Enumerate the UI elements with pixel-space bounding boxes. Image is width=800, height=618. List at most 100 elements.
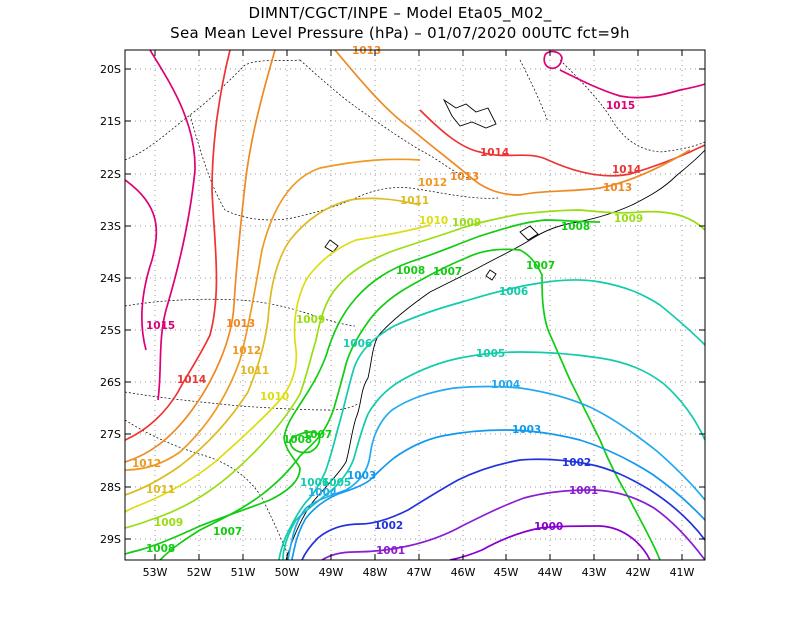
contour-label: 1009: [452, 217, 481, 229]
lon-ticks: [154, 50, 683, 560]
contour-label: 1008: [283, 434, 312, 446]
contour-label: 1008: [561, 221, 590, 233]
lat-label: 23S: [100, 220, 121, 233]
isobar-1011: [125, 197, 421, 496]
contour-label: 1006: [300, 477, 329, 489]
isobar-1004: [287, 385, 705, 560]
contour-label: 1010: [260, 391, 289, 403]
contour-label: 1015: [606, 100, 635, 112]
state-borders: [125, 59, 705, 560]
contour-label: 1013: [352, 45, 381, 57]
contour-label: 1001: [569, 485, 598, 497]
lat-label: 29S: [100, 533, 121, 546]
isobar-1014-b: [419, 109, 705, 177]
contour-label: 1006: [343, 338, 372, 350]
lat-labels: 20S 21S 22S 23S 24S 25S 26S 27S 28S 29S: [100, 63, 121, 546]
isobar-1015-d: [559, 69, 705, 99]
lat-label: 27S: [100, 428, 121, 441]
isobar-1007-c: [289, 431, 321, 454]
map-frame: [124, 49, 706, 561]
contour-label: 1015: [146, 320, 175, 332]
lon-label: 50W: [275, 566, 300, 579]
contour-label: 1009: [154, 517, 183, 529]
lon-label: 46W: [451, 566, 476, 579]
lat-ticks: [125, 68, 705, 540]
contour-label: 1006: [499, 286, 528, 298]
contour-label: 1008: [146, 543, 175, 555]
contour-label: 1002: [374, 520, 403, 532]
lon-label: 41W: [670, 566, 695, 579]
lon-labels: 53W 52W 51W 50W 49W 48W 47W 46W 45W 44W …: [143, 566, 695, 579]
contour-label: 1009: [614, 213, 643, 225]
isobar-1000: [449, 525, 651, 560]
lon-label: 48W: [363, 566, 388, 579]
isobar-1007-a: [299, 248, 661, 560]
contour-label: 1003: [512, 424, 541, 436]
lat-label: 20S: [100, 63, 121, 76]
isobar-1013-a: [125, 50, 276, 463]
isobar-1012: [125, 158, 421, 471]
isobar-1006: [278, 279, 705, 560]
contour-label: 1007: [303, 429, 332, 441]
contour-label: 1008: [396, 265, 425, 277]
contour-label: 1014: [612, 164, 641, 176]
lon-label: 44W: [538, 566, 563, 579]
contour-label: 1012: [132, 458, 161, 470]
lon-label: 43W: [582, 566, 607, 579]
lon-label: 52W: [187, 566, 212, 579]
isobar-1015-a: [149, 50, 196, 401]
contour-labels: 1015 1015 1014 1014 1014 1013 1013 1013 …: [132, 45, 643, 557]
contour-label: 1012: [232, 345, 261, 357]
lon-label: 42W: [626, 566, 651, 579]
coastline: [285, 98, 705, 560]
contour-label: 1011: [146, 484, 175, 496]
isobar-1008: [125, 219, 601, 555]
lat-label: 24S: [100, 272, 121, 285]
contour-label: 1007: [526, 260, 555, 272]
contour-label: 1010: [419, 215, 448, 227]
contour-label: 1011: [400, 195, 429, 207]
isobar-1003: [291, 429, 705, 560]
map-grid: [125, 50, 705, 560]
lon-label: 51W: [231, 566, 256, 579]
chart-subtitle: Sea Mean Level Pressure (hPa) – 01/07/20…: [170, 24, 630, 42]
contour-label: 1001: [376, 545, 405, 557]
contour-label: 1007: [213, 526, 242, 538]
contour-label: 1007: [433, 266, 462, 278]
contour-label: 1012: [418, 177, 447, 189]
contour-label: 1013: [226, 318, 255, 330]
contour-label: 1009: [296, 314, 325, 326]
isobar-1005: [282, 351, 705, 560]
lat-label: 28S: [100, 481, 121, 494]
contour-label: 1013: [450, 171, 479, 183]
contour-label: 1013: [603, 182, 632, 194]
contour-label: 1003: [347, 470, 376, 482]
contour-label: 1004: [308, 487, 337, 499]
isobar-1002: [301, 458, 705, 560]
isobar-1013-b: [334, 50, 691, 196]
contour-label: 1000: [534, 521, 563, 533]
lat-label: 22S: [100, 168, 121, 181]
lat-label: 25S: [100, 324, 121, 337]
contour-label: 1005: [476, 348, 505, 360]
isobar-1014-a: [125, 50, 231, 441]
isobar-1009: [125, 209, 705, 529]
isobar-1007-b: [159, 455, 301, 560]
contour-label: 1005: [322, 477, 351, 489]
contour-label: 1014: [177, 374, 206, 386]
lon-label: 47W: [407, 566, 432, 579]
lon-label: 49W: [319, 566, 344, 579]
isobar-1015-b: [125, 179, 158, 351]
contour-label: 1014: [480, 147, 509, 159]
lon-label: 45W: [494, 566, 519, 579]
isobar-1015-c: [543, 50, 563, 69]
chart-title: DIMNT/CGCT/INPE – Model Eta05_M02_: [248, 4, 552, 22]
contour-label: 1004: [491, 379, 520, 391]
contour-label: 1011: [240, 365, 269, 377]
isobar-1001: [321, 489, 705, 560]
lat-label: 26S: [100, 376, 121, 389]
lon-label: 53W: [143, 566, 168, 579]
contour-label: 1002: [562, 457, 591, 469]
isobar-1010: [125, 224, 431, 513]
